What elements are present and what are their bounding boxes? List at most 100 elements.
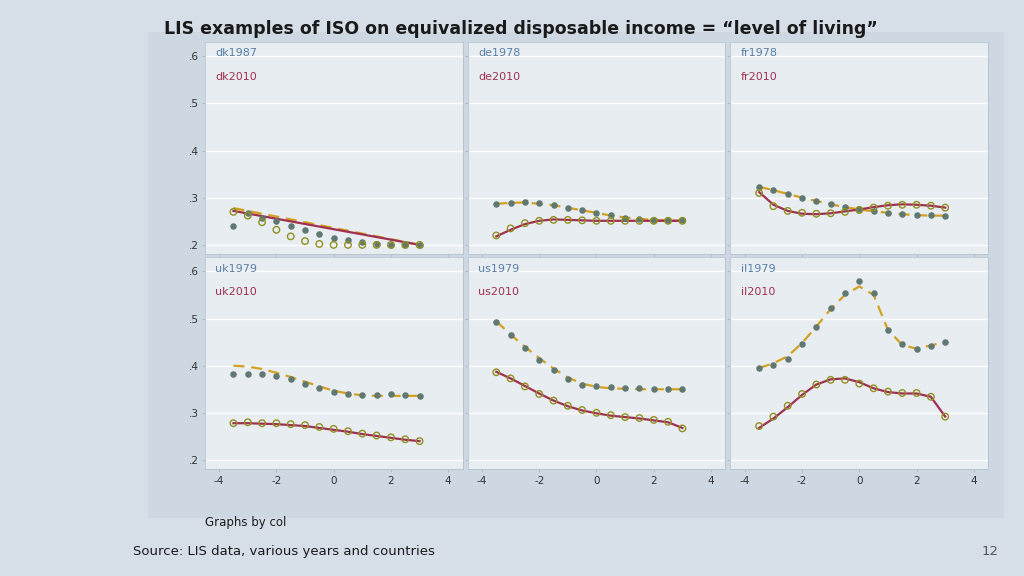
Point (822, 375, 839, 384)
Point (254, 419, 270, 428)
Text: il2010: il2010 (740, 287, 775, 297)
Point (865, 288, 882, 297)
Point (225, 221, 242, 230)
Text: il1979: il1979 (740, 264, 775, 274)
Point (488, 200, 505, 209)
Point (297, 237, 313, 246)
Point (354, 237, 371, 247)
Point (794, 340, 810, 349)
Point (865, 203, 882, 212)
Point (880, 387, 896, 396)
Point (326, 233, 342, 242)
Point (503, 198, 519, 207)
Point (488, 367, 505, 377)
Point (937, 211, 953, 220)
Point (397, 391, 414, 400)
Point (588, 382, 604, 391)
Point (674, 424, 690, 433)
Point (240, 418, 256, 427)
Text: dk2010: dk2010 (215, 72, 257, 82)
Point (412, 392, 428, 401)
Point (503, 223, 519, 233)
Point (908, 344, 925, 354)
Point (837, 375, 853, 384)
Point (765, 360, 781, 369)
Point (488, 318, 505, 327)
Point (517, 198, 534, 207)
Point (822, 304, 839, 313)
Point (865, 207, 882, 216)
Point (616, 216, 633, 225)
Point (751, 422, 767, 431)
Text: de1978: de1978 (478, 48, 520, 58)
Point (808, 209, 824, 218)
Point (808, 380, 824, 389)
Point (645, 415, 662, 425)
Point (383, 433, 399, 442)
Point (354, 391, 371, 400)
Point (923, 211, 939, 220)
Point (340, 389, 356, 399)
Text: us2010: us2010 (478, 287, 519, 297)
Point (546, 215, 562, 225)
Point (837, 207, 853, 217)
Point (880, 201, 896, 210)
Point (369, 240, 385, 249)
Point (588, 216, 604, 225)
Point (268, 225, 285, 234)
Point (674, 385, 690, 394)
Point (488, 231, 505, 240)
Point (412, 437, 428, 446)
Point (503, 331, 519, 340)
Point (659, 385, 676, 394)
Point (560, 215, 577, 225)
Point (880, 208, 896, 217)
Point (369, 431, 385, 440)
Point (531, 216, 548, 225)
Point (837, 288, 853, 297)
Point (531, 389, 548, 399)
Point (574, 216, 591, 225)
Text: us1979: us1979 (478, 264, 519, 274)
Text: uk2010: uk2010 (215, 287, 257, 297)
Point (517, 343, 534, 353)
Point (546, 366, 562, 375)
Point (851, 276, 867, 285)
Point (268, 217, 285, 226)
Point (616, 412, 633, 422)
Point (574, 380, 591, 389)
Point (560, 374, 577, 384)
Point (254, 213, 270, 222)
Point (283, 221, 299, 230)
Point (240, 211, 256, 220)
Point (779, 190, 796, 199)
Point (894, 209, 910, 218)
Point (908, 200, 925, 210)
Point (751, 363, 767, 373)
Point (503, 374, 519, 383)
Point (631, 414, 647, 423)
Point (602, 216, 618, 225)
Point (283, 374, 299, 384)
Point (808, 323, 824, 332)
Point (851, 206, 867, 215)
Point (674, 216, 690, 225)
Point (311, 384, 328, 393)
Point (225, 370, 242, 379)
Point (765, 185, 781, 195)
Point (674, 216, 690, 225)
Point (923, 341, 939, 350)
Point (297, 225, 313, 234)
Text: Source: LIS data, various years and countries: Source: LIS data, various years and coun… (133, 544, 435, 558)
Point (311, 422, 328, 431)
Point (937, 203, 953, 212)
Point (794, 193, 810, 202)
Point (751, 188, 767, 198)
Point (894, 340, 910, 349)
Point (574, 406, 591, 415)
Point (225, 207, 242, 217)
Point (383, 240, 399, 249)
Point (865, 384, 882, 393)
Point (311, 229, 328, 238)
Point (659, 216, 676, 225)
